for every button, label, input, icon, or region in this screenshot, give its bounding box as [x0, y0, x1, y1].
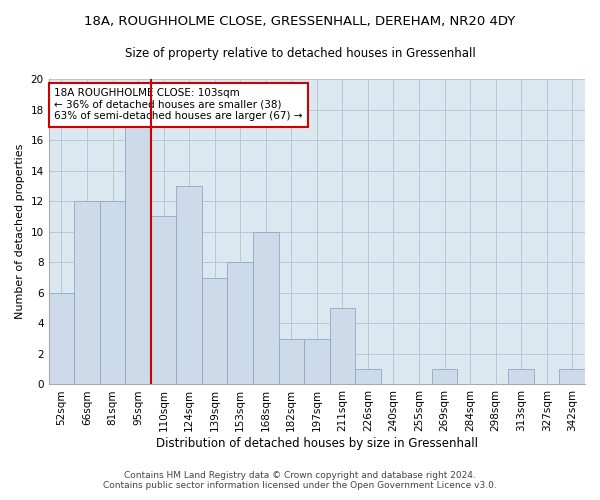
Bar: [355, 369, 380, 384]
Bar: [432, 369, 457, 384]
Bar: [151, 216, 176, 384]
X-axis label: Distribution of detached houses by size in Gressenhall: Distribution of detached houses by size …: [156, 437, 478, 450]
Bar: [176, 186, 202, 384]
Bar: [49, 293, 74, 384]
Bar: [508, 369, 534, 384]
Bar: [559, 369, 585, 384]
Y-axis label: Number of detached properties: Number of detached properties: [15, 144, 25, 320]
Bar: [329, 308, 355, 384]
Bar: [304, 338, 329, 384]
Text: 18A, ROUGHHOLME CLOSE, GRESSENHALL, DEREHAM, NR20 4DY: 18A, ROUGHHOLME CLOSE, GRESSENHALL, DERE…: [85, 15, 515, 28]
Bar: [100, 201, 125, 384]
Bar: [202, 278, 227, 384]
Bar: [278, 338, 304, 384]
Bar: [227, 262, 253, 384]
Text: Contains HM Land Registry data © Crown copyright and database right 2024.
Contai: Contains HM Land Registry data © Crown c…: [103, 470, 497, 490]
Text: 18A ROUGHHOLME CLOSE: 103sqm
← 36% of detached houses are smaller (38)
63% of se: 18A ROUGHHOLME CLOSE: 103sqm ← 36% of de…: [54, 88, 302, 122]
Bar: [74, 201, 100, 384]
Bar: [253, 232, 278, 384]
Bar: [125, 110, 151, 384]
Text: Size of property relative to detached houses in Gressenhall: Size of property relative to detached ho…: [125, 48, 475, 60]
